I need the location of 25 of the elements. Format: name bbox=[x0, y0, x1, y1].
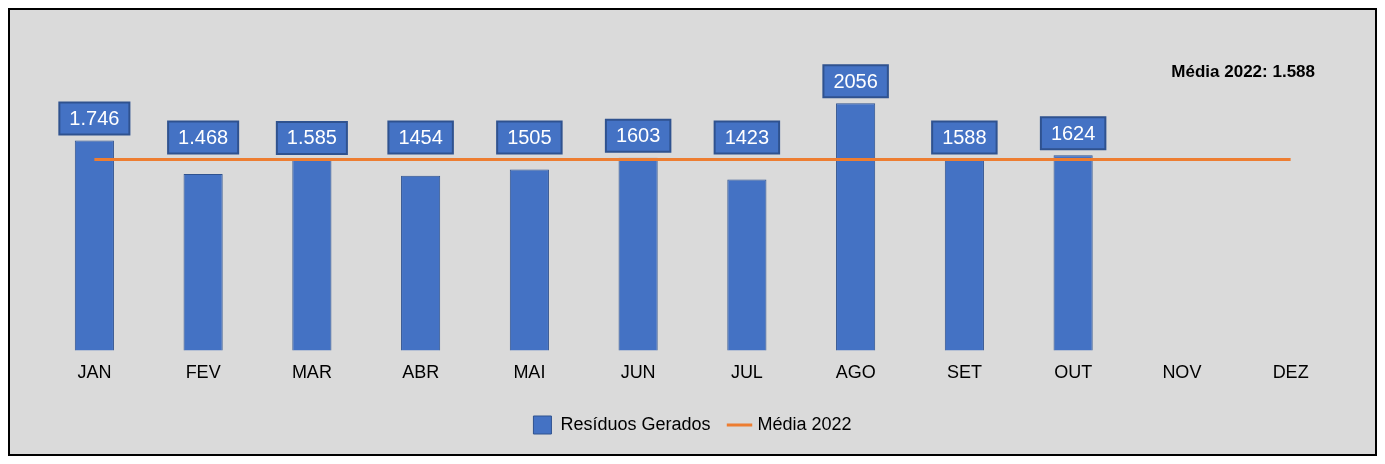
legend-label: Média 2022 bbox=[757, 413, 852, 434]
legend-label: Resíduos Gerados bbox=[560, 413, 711, 434]
data-label: 1423 bbox=[724, 126, 770, 149]
x-tick-label: ABR bbox=[402, 362, 440, 383]
x-tick-label: FEV bbox=[185, 362, 221, 383]
data-label: 1454 bbox=[398, 126, 443, 149]
data-label: 1505 bbox=[507, 126, 552, 149]
data-label: 1.585 bbox=[286, 126, 337, 149]
x-tick-label: JAN bbox=[77, 362, 112, 383]
x-tick-label: JUN bbox=[620, 362, 656, 383]
data-label: 1.468 bbox=[178, 126, 229, 149]
data-label: 1.746 bbox=[69, 107, 120, 130]
x-tick-label: JUL bbox=[730, 362, 763, 383]
x-tick-label: SET bbox=[946, 362, 982, 383]
x-tick-label: AGO bbox=[835, 362, 876, 383]
x-tick-label: DEZ bbox=[1272, 362, 1309, 383]
x-tick-label: MAR bbox=[291, 362, 332, 383]
x-tick-label: MAI bbox=[513, 362, 546, 383]
data-label: 1624 bbox=[1050, 121, 1096, 144]
text: Média 2022: 1.588 bbox=[1171, 61, 1315, 81]
x-tick-label: NOV bbox=[1162, 362, 1202, 383]
data-label: 1603 bbox=[615, 124, 661, 147]
data-label: 2056 bbox=[833, 69, 878, 92]
x-tick-label: OUT bbox=[1054, 362, 1093, 383]
data-label: 1588 bbox=[942, 126, 987, 149]
